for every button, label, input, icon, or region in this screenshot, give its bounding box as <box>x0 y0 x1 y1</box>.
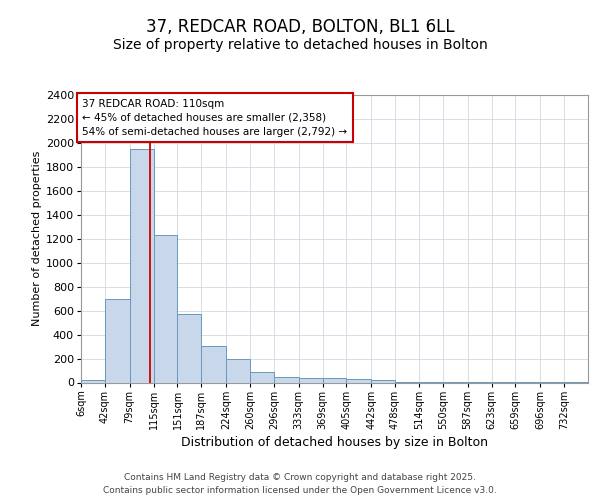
Bar <box>226 358 250 382</box>
Text: 37, REDCAR ROAD, BOLTON, BL1 6LL: 37, REDCAR ROAD, BOLTON, BL1 6LL <box>146 18 454 36</box>
Bar <box>202 346 226 383</box>
Text: Contains HM Land Registry data © Crown copyright and database right 2025.: Contains HM Land Registry data © Crown c… <box>124 472 476 482</box>
Text: Contains public sector information licensed under the Open Government Licence v3: Contains public sector information licen… <box>103 486 497 495</box>
Text: 37 REDCAR ROAD: 110sqm
← 45% of detached houses are smaller (2,358)
54% of semi-: 37 REDCAR ROAD: 110sqm ← 45% of detached… <box>82 98 347 136</box>
X-axis label: Distribution of detached houses by size in Bolton: Distribution of detached houses by size … <box>181 436 488 449</box>
Bar <box>130 149 154 382</box>
Bar <box>299 378 323 382</box>
Bar <box>346 379 371 382</box>
Bar <box>250 372 274 382</box>
Bar <box>274 376 299 382</box>
Bar <box>371 380 395 382</box>
Bar <box>81 380 105 382</box>
Text: Size of property relative to detached houses in Bolton: Size of property relative to detached ho… <box>113 38 487 52</box>
Bar <box>178 314 202 382</box>
Y-axis label: Number of detached properties: Number of detached properties <box>32 151 41 326</box>
Bar <box>323 378 346 382</box>
Bar <box>154 235 178 382</box>
Bar <box>105 298 130 382</box>
